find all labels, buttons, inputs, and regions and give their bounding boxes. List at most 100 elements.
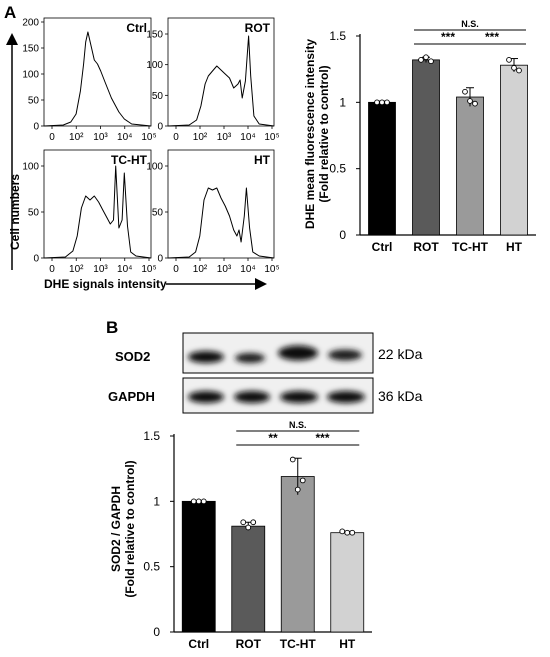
x-category-label: Ctrl (372, 240, 393, 254)
sod2-band-tc-ht (278, 345, 318, 361)
x-category-label: TC-HT (452, 240, 489, 254)
y-tick-label: 1.5 (329, 29, 346, 43)
blot-label-sod2: SOD2 (115, 349, 150, 364)
y-tick-label: 0 (153, 625, 160, 639)
x-tick-label: 10³ (217, 264, 232, 275)
data-point (467, 98, 473, 104)
data-point (294, 486, 301, 493)
x-tick-label: 10⁴ (240, 264, 255, 275)
gapdh-band-ht (327, 391, 365, 403)
gapdh-band-ctrl (188, 391, 224, 403)
blot-kda-gapdh: 36 kDa (378, 388, 423, 404)
y-tick-label: 150 (146, 30, 163, 41)
data-point (339, 528, 346, 535)
y-tick-label: 100 (146, 60, 163, 71)
histogram-frame (43, 17, 152, 127)
data-point (250, 519, 257, 526)
y-tick-label: 0 (33, 122, 39, 133)
histogram-title: HT (254, 153, 271, 167)
x-tick-label: 10⁴ (117, 264, 132, 275)
x-tick-label: 0 (173, 264, 179, 275)
western-blot: SOD2 GAPDH 22 kDa 36 kDa (108, 332, 423, 414)
significance-label: *** (441, 30, 455, 44)
dhe-mfi-bar-chart: 0 0.5 1 1.5 Ctrl ROT TC-HT HT *** *** N.S. (329, 19, 536, 254)
data-point (418, 57, 424, 63)
histogram-ht: HT 0 50 100 0 10² 10³ 10⁴ 10⁵ (146, 149, 280, 275)
significance-label: ** (268, 431, 278, 445)
y-tick-label: 0 (157, 122, 163, 133)
data-point (511, 64, 517, 71)
y-tick-label: 1.5 (143, 429, 160, 443)
histogram-title: Ctrl (126, 21, 147, 35)
bar-ctrl (181, 500, 216, 633)
chart2-ylabel-line2: (Fold relative to control) (123, 460, 137, 597)
blot-label-gapdh: GAPDH (108, 389, 155, 404)
significance-label: N.S. (461, 19, 479, 29)
data-point (384, 99, 390, 106)
x-category-label: ROT (413, 240, 439, 254)
panel-a-label: A (4, 3, 16, 22)
data-point (462, 88, 468, 95)
y-tick-label: 100 (146, 162, 163, 173)
x-tick-label: 10² (69, 132, 84, 143)
histogram-frame (167, 17, 275, 127)
histogram-frame (167, 149, 275, 259)
x-tick-label: 10⁴ (240, 132, 255, 143)
x-tick-label: 10³ (93, 264, 108, 275)
gapdh-band-rot (234, 391, 270, 403)
data-point (195, 498, 202, 505)
y-tick-label: 100 (22, 70, 39, 81)
x-tick-label: 10⁵ (264, 132, 279, 143)
y-tick-label: 0.5 (143, 560, 160, 574)
significance-label: N.S. (289, 420, 307, 430)
y-tick-label: 50 (152, 91, 164, 102)
y-tick-label: 0 (339, 228, 346, 242)
y-tick-label: 150 (22, 44, 39, 55)
histogram-curve (167, 35, 275, 127)
significance-label: *** (315, 431, 329, 445)
x-category-label: HT (506, 240, 523, 254)
y-tick-label: 0.5 (329, 162, 346, 176)
data-point (349, 529, 356, 536)
data-point (200, 498, 207, 505)
histogram-curve (167, 187, 275, 259)
data-point (240, 519, 247, 526)
y-tick-label: 1 (339, 95, 346, 109)
data-point (428, 58, 434, 65)
sod2-band-ht (328, 349, 362, 361)
sod2-bands (188, 345, 362, 363)
significance-label: *** (485, 30, 499, 44)
histogram-tc-ht: TC-HT 0 50 100 0 10² 10³ 10⁴ 10⁵ (22, 149, 157, 275)
data-point (516, 67, 522, 74)
x-tick-label: 10⁵ (141, 132, 156, 143)
sod2-band-ctrl (188, 351, 224, 363)
chart1-ylabel-line1: DHE mean fluorescence intensity (303, 39, 317, 229)
x-category-label: Ctrl (188, 637, 209, 651)
x-tick-label: 10² (193, 132, 208, 143)
data-point (289, 456, 296, 463)
x-tick-label: 10² (69, 264, 84, 275)
x-category-label: HT (339, 637, 356, 651)
data-point (472, 100, 478, 107)
y-tick-label: 100 (22, 162, 39, 173)
x-tick-label: 10⁵ (141, 264, 156, 275)
x-tick-label: 0 (49, 132, 55, 143)
flow-x-axis-label: DHE signals intensity (44, 277, 167, 291)
flow-y-axis-label: Cell numbers (8, 174, 22, 250)
gapdh-band-tc-ht (280, 391, 318, 403)
data-point (245, 524, 252, 531)
blot-kda-sod2: 22 kDa (378, 346, 423, 362)
panel-b-label: B (106, 318, 118, 337)
histogram-curve (43, 31, 152, 127)
data-point (506, 57, 512, 63)
bar-ctrl (368, 101, 396, 236)
data-point (344, 529, 351, 536)
bar-ht (500, 64, 528, 236)
y-tick-label: 1 (153, 494, 160, 508)
histogram-title: TC-HT (111, 153, 148, 167)
histogram-curve (43, 165, 152, 259)
bar-rot (231, 525, 266, 633)
histogram-ctrl: Ctrl 0 50 100 150 200 0 10² 10³ 10⁴ 10⁵ (22, 18, 156, 144)
bar-tc-ht (456, 96, 484, 236)
